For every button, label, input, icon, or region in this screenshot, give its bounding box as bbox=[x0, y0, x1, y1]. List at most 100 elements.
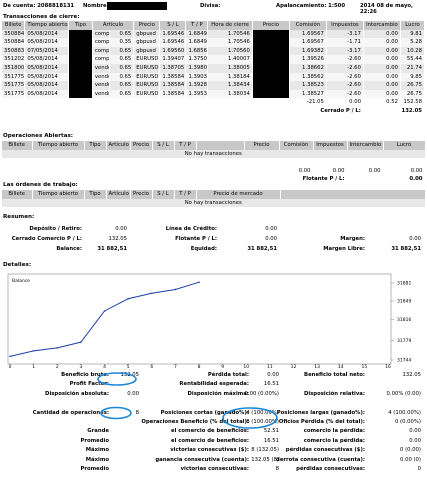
margin-value: 0.00 bbox=[409, 236, 421, 242]
closed-row: 3508844505/08/2014comprar0.65gbpusd1.695… bbox=[2, 29, 426, 39]
closed-totals-row: -21.05 0.00 0.52 152.58 bbox=[2, 98, 426, 107]
col-header: Tiempo abierto bbox=[24, 21, 69, 30]
col-header: Precio de mercado bbox=[196, 190, 281, 199]
x-tick-label: 9 bbox=[221, 364, 224, 370]
stat-value: 0.00 bbox=[267, 372, 279, 378]
col-header: Artículo bbox=[106, 141, 131, 150]
cell: 1.40007 bbox=[207, 55, 253, 64]
account-label: De cuenta: 2088818131 bbox=[3, 3, 75, 9]
deposit-label: Depósito / Retiro: bbox=[29, 226, 82, 232]
cell: 1.68496 bbox=[185, 38, 209, 47]
stat-label: Operaciones Beneficio (% del total): bbox=[141, 419, 249, 425]
cell: 1.38034 bbox=[207, 89, 253, 99]
col-header: Comisión bbox=[279, 141, 314, 150]
cell: 0.65 bbox=[109, 89, 135, 99]
cell: -2.60 bbox=[326, 63, 364, 73]
balance-label: Balance: bbox=[56, 246, 82, 252]
cell: 21.74 bbox=[400, 63, 426, 73]
cell: EURUSD bbox=[133, 89, 161, 99]
no-transactions: No hay transacciones bbox=[2, 198, 426, 208]
floating-pl-value: 0.00 bbox=[347, 175, 426, 184]
cell: 1.38527 bbox=[289, 89, 327, 99]
open-trades-title: Operaciones Abiertas: bbox=[3, 133, 74, 139]
cell: 0.00 bbox=[363, 81, 401, 90]
cell: 1.39805 bbox=[185, 63, 209, 73]
col-header: Comisión bbox=[289, 21, 327, 30]
cell: 35088445 bbox=[2, 29, 26, 39]
summary-floating-value: 0.00 bbox=[265, 236, 277, 242]
stat-label: Promedio bbox=[80, 437, 110, 444]
cell: 0.00 bbox=[363, 89, 401, 99]
stat-label: Grande bbox=[87, 428, 109, 435]
redacted-cell bbox=[252, 63, 290, 73]
x-tick-label: 14 bbox=[338, 364, 344, 370]
x-tick-label: 5 bbox=[127, 364, 130, 370]
chart-frame bbox=[7, 273, 392, 365]
cell: -2.60 bbox=[326, 89, 364, 99]
cell: comprar bbox=[92, 55, 111, 64]
open-totals-row: 0.00 0.00 0.00 0.00 bbox=[2, 166, 426, 176]
stat-value: 0.00 bbox=[127, 390, 139, 397]
closed-row: 3512028505/08/2014 comprar0.65EURUSD1.394… bbox=[2, 55, 426, 64]
balance-point bbox=[56, 347, 59, 349]
redacted-cell bbox=[252, 29, 290, 39]
x-tick-label: 0 bbox=[9, 364, 12, 370]
stat-label: pérdidas consecutivas ($): bbox=[285, 447, 365, 454]
open-empty-row: No hay transacciones bbox=[2, 149, 426, 159]
closed-row: 3517755105/08/2014 vender0.65EURUSD1.3858… bbox=[2, 81, 426, 90]
col-header: S / L bbox=[159, 21, 187, 30]
equity-value: 31 882,51 bbox=[247, 246, 277, 252]
open-total-profit: 0.00 bbox=[383, 166, 426, 176]
balance-point bbox=[198, 281, 200, 284]
stat-label: Oficios Pérdida (% del total): bbox=[278, 419, 365, 425]
col-header: Impuestos bbox=[326, 21, 364, 30]
cell: 5.28 bbox=[400, 38, 426, 47]
cell: 1.38562 bbox=[289, 72, 327, 82]
free-margin-label: Margen Libre: bbox=[323, 246, 365, 252]
col-header: Precio bbox=[130, 190, 153, 199]
closed-pl-label: Cerrado P / L: bbox=[2, 106, 364, 116]
total-profit: 152.58 bbox=[400, 98, 426, 107]
col-header: T / P bbox=[174, 141, 197, 150]
redacted-cell bbox=[252, 81, 290, 90]
closed-row: 3508844805/08/2014comprar0.35gbpusd1.695… bbox=[2, 38, 426, 47]
details-title: Detalles: bbox=[3, 262, 32, 268]
cell: -2.60 bbox=[326, 55, 364, 64]
balance-point bbox=[127, 297, 129, 300]
cell: 1.70546 bbox=[207, 38, 253, 47]
open-total-swap: 0.00 bbox=[347, 166, 384, 176]
cell: 1.38705 bbox=[159, 63, 187, 73]
cell: 1.69560 bbox=[159, 46, 187, 56]
cell: gbpusd bbox=[133, 46, 161, 56]
stat-label: Disposición relativa: bbox=[303, 390, 365, 397]
stat-label: Promedio bbox=[80, 466, 110, 472]
cell: 35177553 bbox=[2, 89, 26, 99]
cell: 05/08/2014 bbox=[24, 81, 69, 90]
cell: 10.28 bbox=[400, 46, 426, 56]
cell: 05/08/2014 bbox=[24, 72, 69, 82]
open-trades-table: Billete Tiempo abierto Tipo Artículo Pre… bbox=[2, 141, 426, 184]
cell: 55.44 bbox=[400, 55, 426, 64]
summary-block: Depósito / Retiro: 0.00 Línea de Crédito… bbox=[0, 224, 427, 258]
stat-value: 16.51 bbox=[263, 381, 279, 388]
closed-row: 3508830607/05/2014 comprar0.65gbpusd1.695… bbox=[2, 46, 426, 56]
redacted-cell bbox=[68, 63, 93, 73]
y-tick-label: 31744 bbox=[397, 358, 411, 364]
cell: 07/05/2014 bbox=[24, 46, 69, 56]
closed-pl-value: 132.05 bbox=[363, 106, 426, 116]
open-total-taxes: 0.00 bbox=[313, 166, 348, 176]
x-tick-label: 13 bbox=[314, 364, 320, 370]
cell: 05/08/2014 bbox=[24, 29, 69, 39]
redacted-name bbox=[107, 2, 167, 10]
cell: 1.70560 bbox=[207, 46, 253, 56]
redacted-cell bbox=[252, 72, 290, 82]
x-tick-label: 11 bbox=[267, 364, 273, 370]
leverage: Apalancamiento: 1:500 bbox=[276, 3, 346, 9]
cell: comprar bbox=[92, 29, 111, 39]
cell: 05/08/2014 bbox=[24, 55, 69, 64]
col-header: S / L bbox=[152, 190, 175, 199]
stat-label: el comercio de beneficios: bbox=[171, 437, 249, 444]
total-taxes: 0.00 bbox=[326, 98, 364, 107]
cell: 0.35 bbox=[109, 38, 135, 47]
col-header: Lucro bbox=[383, 141, 426, 150]
